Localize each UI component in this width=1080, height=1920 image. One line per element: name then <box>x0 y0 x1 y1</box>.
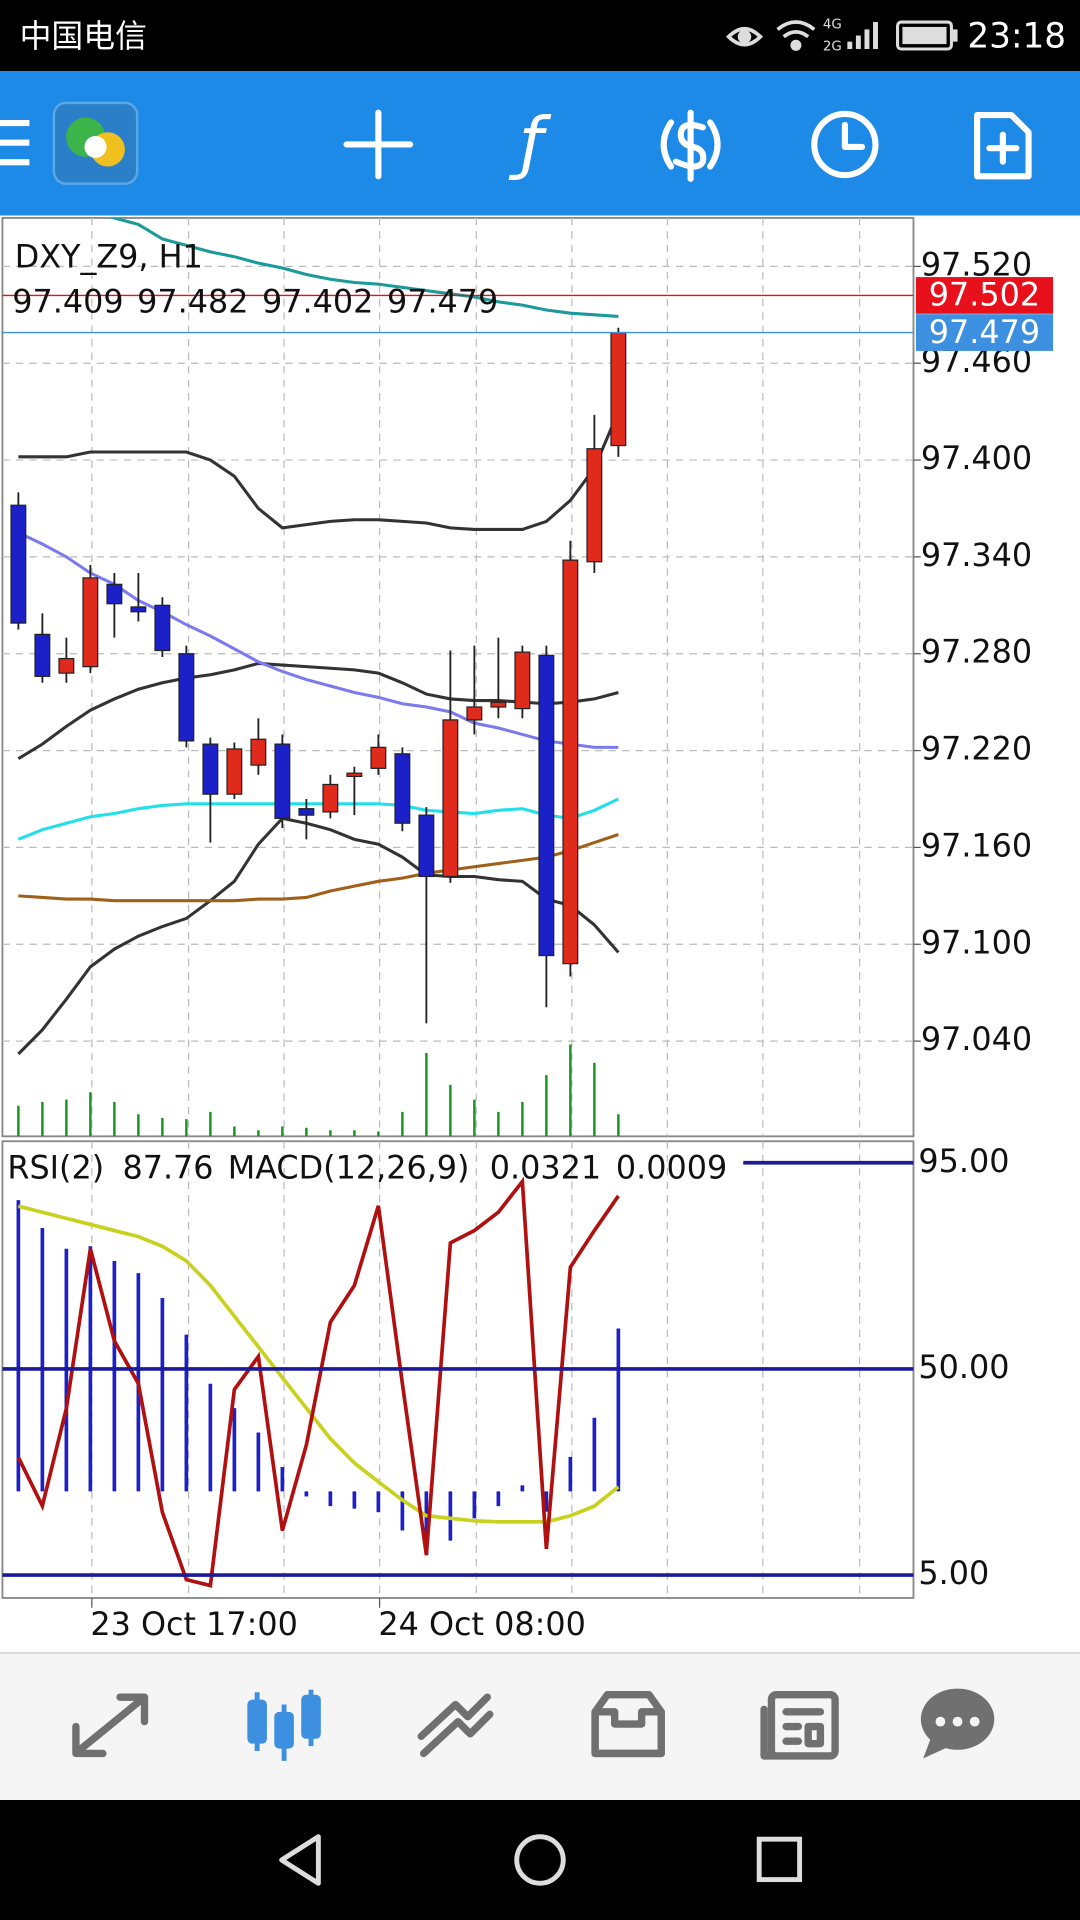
candle-body <box>202 743 219 795</box>
bid-label: 97.479 <box>929 313 1040 351</box>
bottom-nav <box>0 1653 1080 1800</box>
candle-body <box>298 808 315 816</box>
indicator-line <box>17 797 620 841</box>
candle-body <box>178 653 195 742</box>
labels: 97.52097.46097.40097.34097.28097.22097.1… <box>2 237 1054 1643</box>
bid-box <box>915 314 1054 351</box>
candle-body <box>466 706 483 721</box>
candle-body <box>130 606 147 613</box>
history-tab[interactable] <box>591 1691 665 1758</box>
price-plot <box>2 217 914 1137</box>
candle-body <box>562 559 579 965</box>
candle-body <box>514 651 531 710</box>
chart-title: DXY_Z9, H1 <box>15 237 203 275</box>
rsi-label: RSI(2) <box>7 1148 104 1186</box>
x-tick-label: 23 Oct 17:00 <box>90 1605 298 1643</box>
indicator-line <box>17 816 620 1056</box>
candle-body <box>394 753 411 824</box>
eye-icon <box>725 26 764 47</box>
candle-body <box>154 604 171 652</box>
y-tick-label: 97.160 <box>921 826 1032 864</box>
chart-tab[interactable] <box>247 1689 321 1761</box>
carrier: 中国电信 <box>20 17 147 55</box>
clock: 23:18 <box>967 16 1066 56</box>
candle-body <box>442 719 459 878</box>
system-nav <box>0 1800 1080 1920</box>
y-tick-label: 97.040 <box>921 1020 1032 1058</box>
ohlc-high: 97.482 <box>137 283 248 321</box>
candle-body <box>346 772 363 778</box>
candle-body <box>274 743 291 819</box>
indicator-plot <box>16 1176 621 1588</box>
status-bar <box>0 0 1080 72</box>
trade-button[interactable] <box>660 109 721 182</box>
rsi-line <box>16 1176 620 1588</box>
indicator-line <box>18 833 619 903</box>
y-tick-label: 97.220 <box>921 730 1032 768</box>
home-button[interactable] <box>514 1834 566 1886</box>
candle-body <box>106 583 123 605</box>
y-tick-label: 97.340 <box>921 536 1032 574</box>
ohlc-low: 97.402 <box>262 283 373 321</box>
wifi-icon <box>776 20 816 51</box>
macd-value: 0.0321 <box>490 1148 601 1186</box>
y-tick-label: 50.00 <box>918 1348 1009 1386</box>
x-tick-label: 24 Oct 08:00 <box>378 1605 585 1643</box>
macd-signal-line <box>17 1204 620 1524</box>
indicator-line <box>18 411 620 531</box>
candle-body <box>58 657 75 674</box>
battery-icon <box>896 20 958 51</box>
chat-tab[interactable] <box>920 1688 995 1759</box>
candle-body <box>490 701 507 708</box>
signal-icon <box>847 22 878 49</box>
candle-body <box>250 738 267 766</box>
timeframe-button[interactable] <box>811 110 879 179</box>
candle-body <box>226 748 243 795</box>
indicator-line <box>108 217 619 318</box>
candle-body <box>322 783 339 813</box>
y-tick-label: 95.00 <box>918 1142 1009 1180</box>
candle-body <box>610 331 627 447</box>
candle-body <box>10 504 27 624</box>
crosshair-button[interactable] <box>343 109 414 180</box>
recents-button[interactable] <box>756 1836 803 1883</box>
candle-body <box>370 746 387 769</box>
candle-body <box>586 448 603 563</box>
price-panel <box>1 217 915 1138</box>
candle-body <box>82 577 99 668</box>
network-top: 4G <box>823 17 842 32</box>
news-tab[interactable] <box>760 1691 839 1760</box>
candle-body <box>418 814 435 878</box>
y-tick-label: 5.00 <box>918 1554 989 1592</box>
candle-body <box>538 654 555 957</box>
menu-button[interactable] <box>0 120 30 166</box>
app-logo[interactable] <box>52 101 139 185</box>
ask-label: 97.502 <box>929 276 1040 314</box>
trade-tab[interactable] <box>417 1693 494 1758</box>
y-tick-label: 97.280 <box>921 633 1032 671</box>
ohlc-close: 97.479 <box>387 283 498 321</box>
macd-signal-value: 0.0009 <box>616 1148 727 1186</box>
y-tick-label: 97.400 <box>921 439 1032 477</box>
y-tick-label: 97.100 <box>921 923 1032 961</box>
ask-box <box>915 277 1054 314</box>
toolbar <box>0 71 1080 216</box>
rsi-value: 87.76 <box>122 1148 213 1186</box>
y-tick-label: 97.520 <box>921 245 1032 283</box>
new-order-button[interactable] <box>974 112 1032 180</box>
candle-body <box>34 633 51 677</box>
ohlc-open: 97.409 <box>12 283 123 321</box>
back-button[interactable] <box>279 1834 321 1886</box>
network-bottom: 2G <box>823 40 842 55</box>
quotes-tab[interactable] <box>72 1693 149 1758</box>
macd-label: MACD(12,26,9) <box>228 1148 470 1186</box>
